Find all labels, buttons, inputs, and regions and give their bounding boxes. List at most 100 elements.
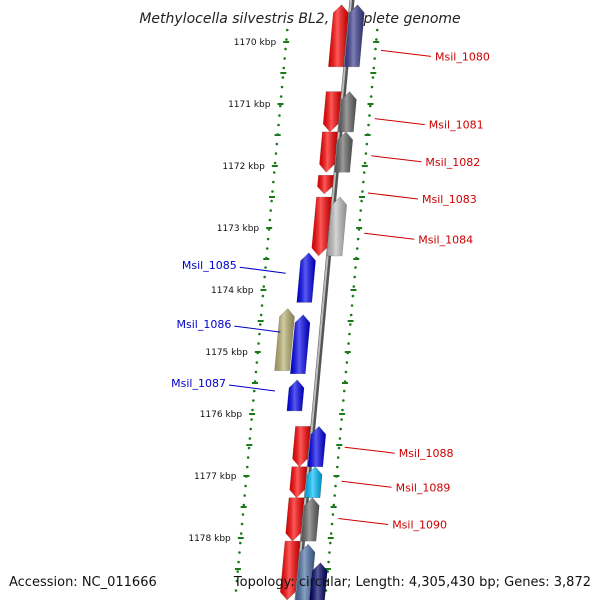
- scale-dot: [351, 294, 355, 298]
- gene-block-shade: [338, 91, 357, 132]
- gene-label-msil_1084: Msil_1084: [418, 233, 473, 246]
- scale-dot: [254, 370, 258, 374]
- gene-features: [274, 4, 365, 600]
- tick-label: 1171 kbp: [228, 100, 271, 110]
- gene-block-shade: [292, 426, 311, 467]
- scale-dot: [246, 456, 250, 459]
- scale-dot: [345, 361, 349, 364]
- tick-label: 1176 kbp: [200, 410, 243, 420]
- tick-label: 1173 kbp: [217, 224, 260, 234]
- gene-block-shade: [301, 497, 320, 542]
- scale-dot: [277, 123, 280, 127]
- scale-dot: [342, 389, 346, 393]
- scale-dot: [349, 323, 352, 326]
- tick-label: 1174 kbp: [211, 286, 254, 296]
- scale-dot: [340, 418, 343, 421]
- gene-block-shade: [305, 466, 323, 498]
- scale-dots-right: [324, 28, 380, 592]
- scale-dot: [268, 218, 272, 222]
- gene-block-shade: [334, 131, 353, 173]
- gene-label-msil_1081: Msil_1081: [429, 119, 484, 132]
- gene-block-shade: [319, 131, 338, 173]
- scale-dot: [265, 247, 269, 250]
- gene-block-shade: [274, 308, 295, 371]
- label-leader: [338, 518, 389, 525]
- scale-dot: [354, 266, 357, 269]
- scale-dot: [239, 532, 243, 535]
- scale-dot: [369, 95, 373, 98]
- gene-block-shade: [327, 197, 347, 256]
- scale-dot: [259, 313, 263, 317]
- gene-block-shade: [317, 175, 334, 194]
- scale-dot: [371, 76, 375, 79]
- gene-block-shade: [323, 91, 342, 132]
- scale-dot: [375, 28, 379, 32]
- scale-dot: [329, 541, 332, 545]
- scale-dot: [337, 446, 341, 450]
- scale-dot: [239, 541, 242, 545]
- gene-label-msil_1087: Msil_1087: [171, 377, 226, 390]
- tick-label: 1178 kbp: [188, 534, 231, 544]
- scale-dot: [270, 199, 273, 203]
- map-title: Methylocella silvestris BL2, complete ge…: [139, 11, 460, 27]
- scale-dot: [241, 513, 245, 516]
- scale-dot: [332, 503, 336, 507]
- label-leader: [228, 384, 276, 392]
- scale-dot: [269, 209, 273, 212]
- scale-dot: [284, 47, 287, 51]
- scale-dot: [365, 142, 369, 146]
- scale-dot: [282, 66, 286, 70]
- scale-dot: [339, 427, 343, 431]
- scale-dot: [247, 446, 251, 450]
- scale-dot: [249, 427, 253, 431]
- scale-dot: [255, 361, 259, 364]
- gene-label-msil_1082: Msil_1082: [425, 156, 480, 169]
- tick-label: 1170 kbp: [234, 38, 277, 48]
- label-leader: [364, 232, 415, 240]
- tick-label: 1172 kbp: [222, 162, 265, 172]
- scale-dot: [250, 418, 253, 421]
- scale-dot: [245, 465, 249, 469]
- gene-block-shade: [307, 426, 326, 467]
- scale-dot: [260, 304, 264, 307]
- scale-dot: [275, 142, 279, 146]
- scale-dot: [234, 589, 238, 592]
- label-leader: [341, 480, 392, 488]
- scale-dot: [240, 522, 244, 526]
- scale-dot: [261, 294, 265, 298]
- scale-dot: [359, 209, 363, 212]
- gene-block-shade: [344, 4, 365, 67]
- scale-dot: [248, 437, 252, 440]
- gene-block-shade: [328, 4, 349, 67]
- gene-label-msil_1083: Msil_1083: [422, 193, 477, 206]
- scale-dot: [279, 95, 283, 98]
- scale-dot: [342, 399, 345, 402]
- gene-label-msil_1089: Msil_1089: [396, 481, 451, 494]
- scale-dot: [363, 161, 367, 165]
- gene-block-shade: [309, 562, 328, 600]
- scale-dot: [238, 551, 241, 554]
- scale-dot: [251, 408, 254, 412]
- tick-label: 1175 kbp: [205, 348, 248, 358]
- label-leader: [344, 446, 395, 454]
- scale-dot: [285, 38, 288, 41]
- scale-dot: [350, 304, 354, 307]
- scale-dot: [364, 152, 368, 155]
- scale-dot: [280, 85, 284, 89]
- scale-dot: [334, 484, 337, 488]
- tick-labels: 1170 kbp 1171 kbp 1172 kbp 1173 kbp 1174 kbp…: [188, 38, 276, 544]
- scale-dot: [244, 484, 247, 488]
- scale-dot: [362, 180, 365, 184]
- scale-dot: [285, 28, 289, 32]
- scale-dot: [360, 199, 363, 203]
- scale-dot: [370, 85, 374, 89]
- scale-dot: [356, 237, 360, 241]
- gene-label-msil_1090: Msil_1090: [392, 519, 447, 532]
- scale-dot: [358, 218, 362, 222]
- scale-dot: [271, 190, 274, 193]
- scale-dot: [349, 313, 353, 317]
- gene-label-msil_1086: Msil_1086: [177, 318, 232, 331]
- scale-dot: [252, 389, 256, 393]
- scale-dot: [262, 285, 266, 288]
- gene-block-shade: [290, 314, 310, 374]
